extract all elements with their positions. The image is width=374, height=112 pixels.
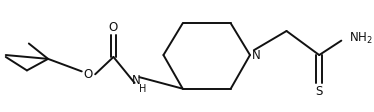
Text: O: O [84,68,93,81]
Text: S: S [316,85,323,98]
Text: H: H [139,84,146,94]
Text: N: N [132,74,141,87]
Text: O: O [109,21,118,34]
Text: N: N [251,48,260,61]
Text: NH$_2$: NH$_2$ [349,31,373,46]
